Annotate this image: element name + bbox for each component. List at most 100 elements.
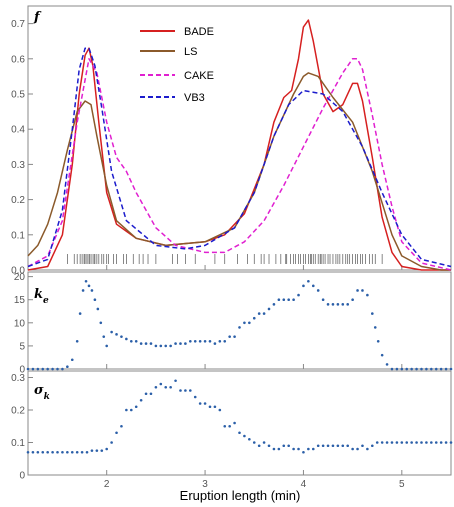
sigma-point-70	[371, 444, 374, 448]
ke-point-30	[154, 344, 158, 348]
ke-point-3	[41, 367, 45, 371]
ke-point-20	[105, 344, 108, 348]
ke-point-23	[120, 335, 123, 338]
ke-points	[26, 279, 453, 371]
sigma-point-37	[208, 405, 212, 409]
ke-point-57	[287, 298, 290, 302]
sigma-point-3	[41, 450, 45, 454]
ke-point-75	[373, 326, 377, 329]
sigma-point-11	[80, 450, 84, 454]
sigma-point-7	[61, 450, 64, 454]
sigma-point-4	[46, 450, 49, 454]
sigma-point-31	[179, 389, 182, 392]
ke-point-55	[277, 298, 281, 302]
ke-point-21	[110, 330, 113, 334]
sigma-point-10	[75, 450, 79, 454]
ke-point-63	[316, 289, 320, 292]
x-tick-label-2: 4	[301, 479, 307, 490]
series-bade	[27, 19, 451, 271]
ke-point-19	[102, 335, 106, 338]
sigma-point-22	[134, 405, 138, 409]
ke-point-37	[189, 339, 192, 343]
sigma-point-2	[36, 450, 40, 454]
sigma-point-44	[243, 434, 246, 438]
ke-point-12	[81, 289, 85, 292]
ke-point-18	[99, 321, 103, 325]
sigma-point-41	[228, 424, 231, 428]
y-tick-label-0-7: 0.7	[11, 19, 25, 30]
ke-point-10	[75, 339, 79, 343]
ke-point-88	[434, 367, 438, 371]
y-tick-label-0-1: 0.1	[11, 230, 25, 241]
ke-point-87	[430, 367, 433, 371]
sigma-point-74	[390, 441, 394, 444]
ke-point-91	[449, 367, 453, 371]
ke-point-11	[78, 312, 82, 315]
sigma-point-48	[262, 441, 266, 444]
sigma-point-49	[267, 444, 271, 448]
sigma-point-47	[257, 444, 261, 448]
sigma-point-15	[100, 449, 104, 452]
sigma-point-25	[149, 392, 153, 396]
sigma-point-57	[307, 447, 310, 451]
sigma-point-62	[331, 444, 335, 448]
sigma-point-23	[139, 398, 143, 402]
ke-point-59	[297, 293, 300, 297]
ke-point-53	[267, 307, 271, 311]
sigma-point-39	[218, 408, 222, 412]
ke-point-16	[93, 298, 97, 302]
y-tick-label-0-5: 0.5	[11, 90, 25, 101]
legend-label-ls: LS	[184, 46, 197, 58]
ke-point-5	[51, 367, 54, 371]
sigma-point-19	[120, 424, 123, 428]
ke-point-24	[125, 337, 128, 341]
sigma-point-58	[311, 447, 315, 451]
x-tick-label-3: 5	[399, 479, 405, 490]
sigma-point-43	[238, 431, 241, 435]
ke-point-44	[223, 339, 227, 343]
ke-point-33	[169, 344, 172, 348]
sigma-point-79	[415, 441, 418, 444]
ke-point-54	[272, 303, 276, 306]
y-tick-label-2-3: 0.3	[11, 373, 25, 384]
ke-point-61	[307, 279, 310, 283]
ke-point-68	[341, 303, 345, 306]
legend-label-cake: CAKE	[184, 70, 214, 82]
sigma-point-18	[115, 431, 118, 435]
sigma-point-32	[184, 389, 187, 392]
sigma-point-54	[292, 447, 295, 451]
ke-point-81	[400, 367, 404, 371]
ke-point-31	[159, 344, 163, 348]
y-tick-label-1-1: 5	[19, 341, 25, 352]
sigma-point-82	[430, 441, 433, 444]
ke-point-86	[425, 367, 428, 371]
sigma-point-84	[439, 441, 443, 444]
ke-point-78	[385, 363, 389, 366]
ke-point-60	[302, 284, 305, 288]
ke-point-64	[321, 298, 325, 302]
y-tick-label-0-2: 0.2	[11, 195, 25, 206]
rug-marks	[66, 254, 383, 264]
y-tick-label-0-6: 0.6	[11, 54, 25, 65]
sigma-point-63	[336, 444, 340, 448]
sigma-point-36	[203, 402, 207, 405]
sigma-point-72	[380, 441, 384, 444]
x-tick-label-0: 2	[104, 479, 110, 490]
sigma-point-9	[70, 450, 74, 454]
ke-point-40	[203, 339, 207, 343]
ke-point-9	[70, 358, 74, 362]
sigma-points	[26, 379, 453, 454]
density-panel: f 0.0 0.1 0.2 0.3 0.4 0.5 0.6 0.7 BADE LS CAKE …	[11, 5, 452, 277]
ke-point-74	[371, 312, 374, 315]
sigma-point-77	[405, 441, 409, 444]
ke-point-70	[351, 298, 354, 302]
sigma-point-60	[321, 444, 325, 448]
y-tick-label-2-2: 0.2	[11, 406, 25, 417]
sigma-point-5	[51, 450, 54, 454]
ke-point-34	[174, 342, 177, 345]
ke-point-56	[282, 298, 286, 302]
y-tick-label-1-2: 10	[14, 318, 26, 329]
sigma-point-42	[233, 421, 236, 425]
x-axis-title: Eruption length (min)	[180, 488, 301, 503]
